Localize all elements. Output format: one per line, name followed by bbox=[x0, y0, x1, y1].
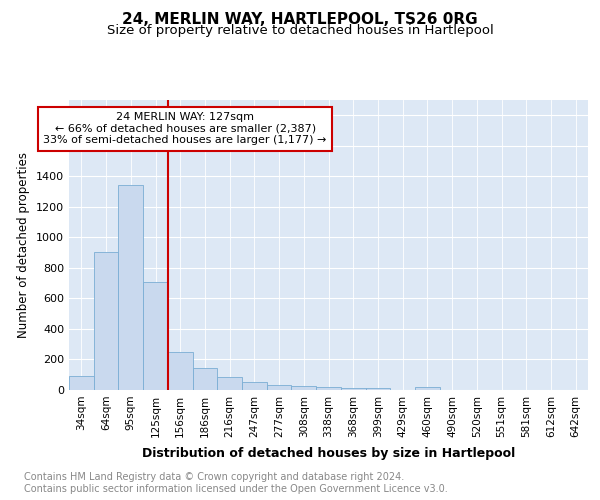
Bar bbox=[94, 252, 118, 390]
Text: Contains public sector information licensed under the Open Government Licence v3: Contains public sector information licen… bbox=[24, 484, 448, 494]
Bar bbox=[143, 282, 168, 390]
Bar bbox=[292, 386, 316, 390]
Bar bbox=[365, 388, 390, 390]
Bar bbox=[193, 368, 217, 390]
Bar bbox=[217, 377, 242, 390]
Bar bbox=[242, 382, 267, 390]
Bar bbox=[415, 388, 440, 390]
Bar bbox=[267, 386, 292, 390]
Y-axis label: Number of detached properties: Number of detached properties bbox=[17, 152, 31, 338]
Bar bbox=[316, 388, 341, 390]
Text: 24 MERLIN WAY: 127sqm
← 66% of detached houses are smaller (2,387)
33% of semi-d: 24 MERLIN WAY: 127sqm ← 66% of detached … bbox=[43, 112, 327, 146]
Text: Size of property relative to detached houses in Hartlepool: Size of property relative to detached ho… bbox=[107, 24, 493, 37]
Bar bbox=[69, 376, 94, 390]
Text: 24, MERLIN WAY, HARTLEPOOL, TS26 0RG: 24, MERLIN WAY, HARTLEPOOL, TS26 0RG bbox=[122, 12, 478, 28]
Bar bbox=[168, 352, 193, 390]
Bar bbox=[118, 186, 143, 390]
Text: Contains HM Land Registry data © Crown copyright and database right 2024.: Contains HM Land Registry data © Crown c… bbox=[24, 472, 404, 482]
Text: Distribution of detached houses by size in Hartlepool: Distribution of detached houses by size … bbox=[142, 448, 515, 460]
Bar bbox=[341, 388, 365, 390]
